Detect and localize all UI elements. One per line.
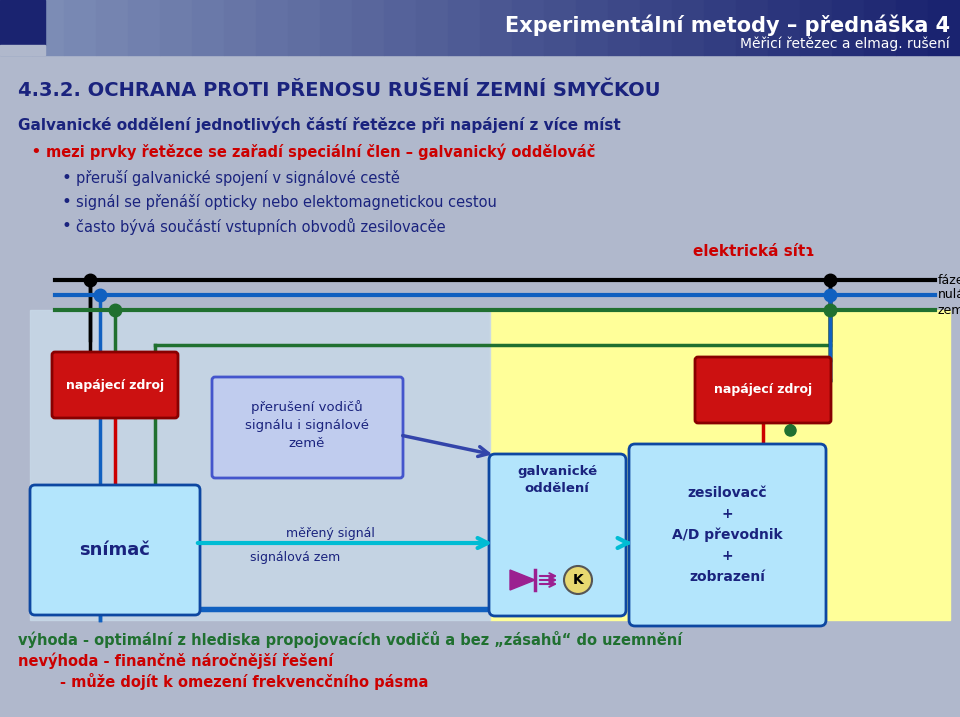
Bar <box>0 0 45 45</box>
Bar <box>192 0 224 55</box>
Bar <box>490 310 950 620</box>
Bar <box>544 0 576 55</box>
Text: K: K <box>572 573 584 587</box>
Bar <box>448 0 480 55</box>
Text: fáze: fáze <box>938 273 960 287</box>
Text: 4.3.2. OCHRANA PROTI PŘENOSU RUŠENÍ ZEMNÍ SMYČKOU: 4.3.2. OCHRANA PROTI PŘENOSU RUŠENÍ ZEMN… <box>18 80 660 100</box>
Bar <box>224 0 256 55</box>
Bar <box>640 0 672 55</box>
Polygon shape <box>510 570 535 590</box>
Bar <box>512 0 544 55</box>
Bar <box>384 0 416 55</box>
Bar <box>64 0 96 55</box>
Text: signálová zem: signálová zem <box>250 551 340 564</box>
Bar <box>96 0 128 55</box>
FancyBboxPatch shape <box>629 444 826 626</box>
Bar <box>608 0 640 55</box>
Bar <box>416 0 448 55</box>
Text: zem: zem <box>938 303 960 316</box>
Text: přeruší galvanické spojení v signálové cestě: přeruší galvanické spojení v signálové c… <box>76 170 400 186</box>
Bar <box>256 0 288 55</box>
Text: často bývá součástí vstupních obvodů zesilovacěe: často bývá součástí vstupních obvodů zes… <box>76 217 445 234</box>
Bar <box>0 0 32 55</box>
Text: mezi prvky řetězce se zařadí speciální člen – galvanický oddělováč: mezi prvky řetězce se zařadí speciální č… <box>46 143 595 161</box>
Bar <box>832 0 864 55</box>
Bar <box>736 0 768 55</box>
Bar <box>0 45 45 55</box>
Text: napájecí zdroj: napájecí zdroj <box>714 384 812 397</box>
Bar <box>928 0 960 55</box>
Bar <box>128 0 160 55</box>
Text: signál se přenáší opticky nebo elektomagnetickou cestou: signál se přenáší opticky nebo elektomag… <box>76 194 497 210</box>
FancyBboxPatch shape <box>52 352 178 418</box>
Text: výhoda - optimální z hlediska propojovacích vodičů a bez „zásahů“ do uzemnění: výhoda - optimální z hlediska propojovac… <box>18 632 683 648</box>
FancyBboxPatch shape <box>30 485 200 615</box>
Bar <box>672 0 704 55</box>
Bar <box>896 0 928 55</box>
Bar <box>576 0 608 55</box>
Text: •: • <box>62 217 72 235</box>
Text: přerušení vodičů
signálu i signálové
země: přerušení vodičů signálu i signálové zem… <box>245 400 369 450</box>
Circle shape <box>564 566 592 594</box>
Bar <box>800 0 832 55</box>
Text: Měřicí řetězec a elmag. rušení: Měřicí řetězec a elmag. rušení <box>740 37 950 51</box>
Bar <box>768 0 800 55</box>
Text: Experimentální metody – přednáška 4: Experimentální metody – přednáška 4 <box>505 14 950 36</box>
Text: •: • <box>30 143 40 161</box>
Text: zesilovacč
+
A/D převodnik
+
zobrazení: zesilovacč + A/D převodnik + zobrazení <box>672 486 782 584</box>
Text: nevýhoda - finančně náročnější řešení: nevýhoda - finančně náročnější řešení <box>18 652 333 669</box>
Bar <box>32 0 64 55</box>
Text: měřený signál: měřený signál <box>285 526 374 539</box>
Text: napájecí zdroj: napájecí zdroj <box>66 379 164 391</box>
Text: Galvanické oddělení jednotlivých částí řetězce při napájení z více míst: Galvanické oddělení jednotlivých částí ř… <box>18 117 621 133</box>
Text: galvanické
oddělení: galvanické oddělení <box>516 465 597 495</box>
FancyBboxPatch shape <box>212 377 403 478</box>
Text: - může dojít k omezení frekvencčního pásma: - může dojít k omezení frekvencčního pás… <box>60 673 428 690</box>
Bar <box>864 0 896 55</box>
Text: •: • <box>62 193 72 211</box>
Bar <box>30 310 490 620</box>
Bar <box>320 0 352 55</box>
Bar <box>704 0 736 55</box>
Bar <box>288 0 320 55</box>
Bar <box>352 0 384 55</box>
Text: •: • <box>62 169 72 187</box>
Bar <box>480 0 512 55</box>
FancyBboxPatch shape <box>489 454 626 616</box>
Text: elektrická sítɿ: elektrická sítɿ <box>693 244 814 260</box>
FancyBboxPatch shape <box>695 357 831 423</box>
Bar <box>160 0 192 55</box>
Text: nulák: nulák <box>938 288 960 302</box>
Text: snímač: snímač <box>80 541 151 559</box>
